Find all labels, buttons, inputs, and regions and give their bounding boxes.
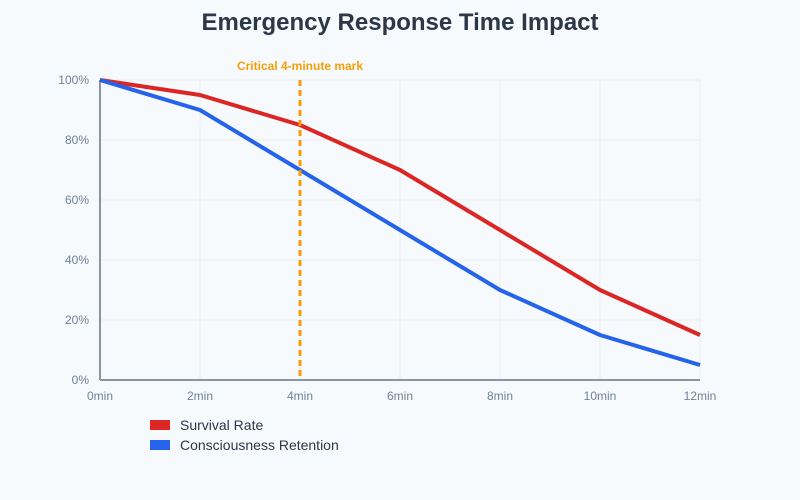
critical-mark-label: Critical 4-minute mark bbox=[237, 59, 363, 73]
legend-label: Consciousness Retention bbox=[180, 437, 339, 453]
x-tick-label: 4min bbox=[287, 389, 313, 403]
chart-title: Emergency Response Time Impact bbox=[201, 9, 598, 36]
y-tick-label: 20% bbox=[65, 313, 89, 327]
x-tick-label: 6min bbox=[387, 389, 413, 403]
x-tick-label: 10min bbox=[584, 389, 617, 403]
legend-swatch bbox=[150, 420, 170, 430]
y-tick-label: 80% bbox=[65, 133, 89, 147]
legend: Survival Rate Consciousness Retention bbox=[150, 417, 339, 453]
series-lines bbox=[99, 78, 701, 367]
tick-labels: 0min 2min 4min 6min 8min 10min 12min 0% 20% 40% 60… bbox=[58, 73, 716, 403]
annotations: Critical 4-minute mark bbox=[237, 59, 363, 380]
legend-swatch bbox=[150, 440, 170, 450]
series-line-1 bbox=[99, 78, 701, 367]
x-tick-label: 12min bbox=[684, 389, 717, 403]
y-tick-label: 0% bbox=[72, 373, 90, 387]
legend-label: Survival Rate bbox=[180, 417, 263, 433]
y-tick-label: 60% bbox=[65, 193, 89, 207]
x-tick-label: 2min bbox=[187, 389, 213, 403]
axes bbox=[99, 80, 700, 381]
x-tick-label: 8min bbox=[487, 389, 513, 403]
y-tick-label: 40% bbox=[65, 253, 89, 267]
y-tick-label: 100% bbox=[58, 73, 89, 87]
series-line-0 bbox=[99, 78, 701, 337]
x-tick-label: 0min bbox=[87, 389, 113, 403]
